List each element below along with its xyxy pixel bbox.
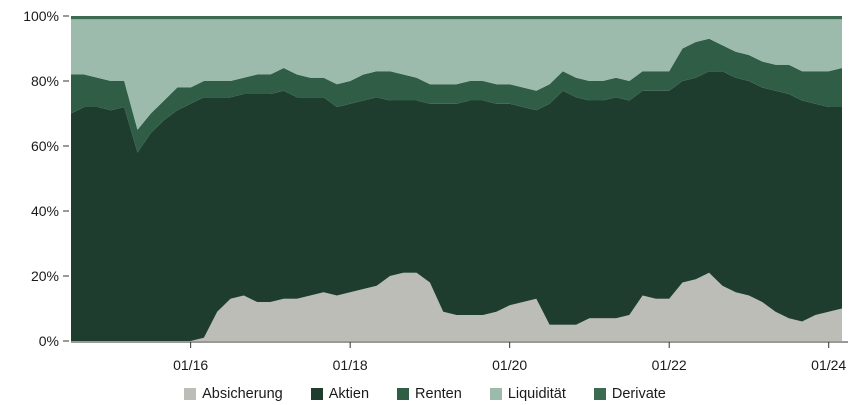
x-tick-label: 01/24 [811, 357, 846, 373]
legend-item-derivate: Derivate [594, 386, 666, 402]
y-tick-label: 0% [39, 333, 59, 349]
x-axis: 01/16 01/18 01/20 01/22 01/24 [71, 342, 848, 373]
legend-label: Liquidität [508, 386, 566, 402]
legend-swatch [184, 388, 196, 400]
legend-item-renten: Renten [397, 386, 462, 402]
x-tick-label: 01/22 [652, 357, 687, 373]
legend-label: Aktien [329, 386, 369, 402]
y-tick-label: 60% [31, 138, 59, 154]
y-tick-label: 100% [23, 8, 59, 24]
area-derivate [71, 16, 842, 19]
legend-swatch [311, 388, 323, 400]
legend-swatch [490, 388, 502, 400]
x-tick-label: 01/18 [333, 357, 368, 373]
x-tick-label: 01/16 [173, 357, 208, 373]
y-axis: 0% 20% 40% 60% 80% 100% [23, 8, 69, 349]
legend-label: Derivate [612, 386, 666, 402]
legend: Absicherung Aktien Renten Liquidität Derivat… [0, 386, 850, 402]
legend-item-aktien: Aktien [311, 386, 369, 402]
chart-canvas: 0%20%40%60%80%100% 01/16 01/18 01/20 01/22 0… [0, 0, 850, 380]
y-tick-label: 80% [31, 73, 59, 89]
x-tick-label: 01/20 [492, 357, 527, 373]
legend-label: Renten [415, 386, 462, 402]
legend-swatch [594, 388, 606, 400]
series-areas [71, 16, 842, 341]
y-tick-label: 40% [31, 203, 59, 219]
legend-label: Absicherung [202, 386, 283, 402]
legend-item-absicherung: Absicherung [184, 386, 283, 402]
y-tick-label: 20% [31, 268, 59, 284]
legend-item-liquidität: Liquidität [490, 386, 566, 402]
legend-swatch [397, 388, 409, 400]
